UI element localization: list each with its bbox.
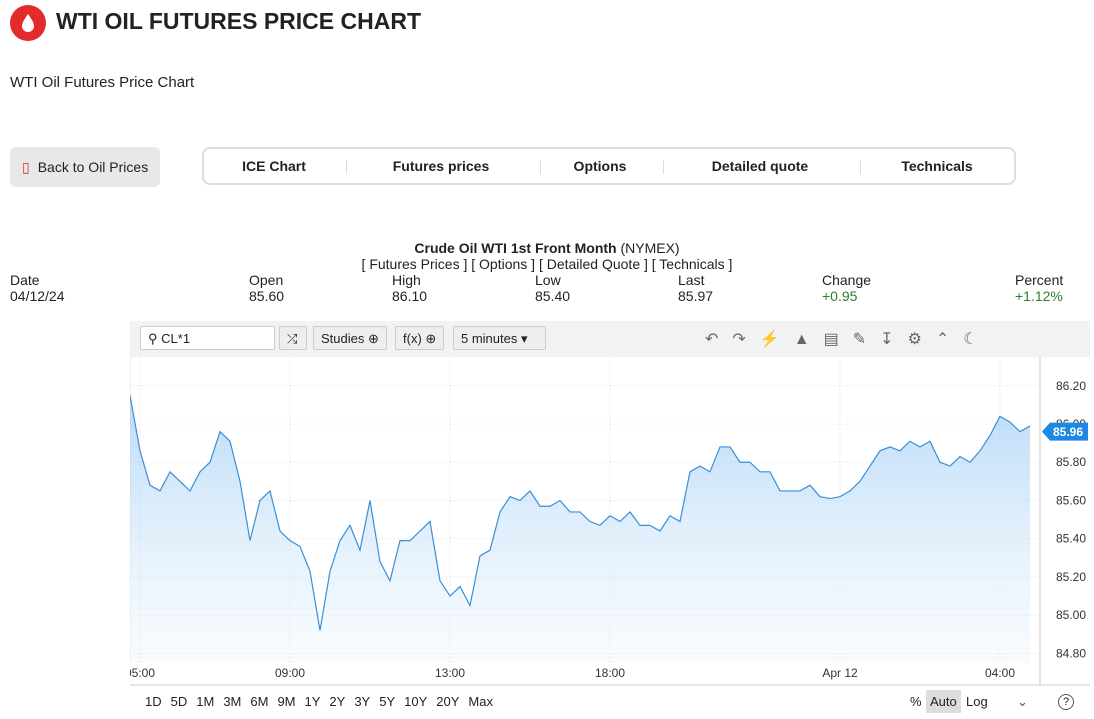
- last-price-label: 85.96: [1053, 425, 1083, 439]
- range-option[interactable]: 5D: [170, 694, 188, 709]
- y-tick-label: 84.80: [1056, 646, 1086, 660]
- range-option[interactable]: 2Y: [329, 694, 346, 709]
- stat-value: +0.95: [822, 288, 858, 304]
- range-option[interactable]: Max: [468, 694, 493, 709]
- stat-value: 85.40: [535, 288, 571, 304]
- tab[interactable]: Options: [573, 158, 627, 174]
- y-tick-label: 86.20: [1056, 379, 1086, 393]
- stat-label: Percent: [1015, 272, 1064, 288]
- stat-label: Change: [822, 272, 872, 288]
- studies-button[interactable]: Studies ⊕: [313, 326, 387, 350]
- x-tick-label: 18:00: [595, 666, 625, 680]
- page-title: WTI OIL FUTURES PRICE CHART: [56, 8, 422, 34]
- range-option[interactable]: 5Y: [379, 694, 396, 709]
- interval: 5 minutes: [461, 331, 518, 346]
- range-option[interactable]: 20Y: [436, 694, 460, 709]
- quote-title: Crude Oil WTI 1st Front Month (NYMEX): [0, 240, 1094, 256]
- last-price-tag: [1042, 422, 1088, 441]
- tab[interactable]: Detailed quote: [711, 158, 809, 174]
- symbol-input[interactable]: ⚲ CL*1: [140, 326, 275, 350]
- range-option[interactable]: 1Y: [304, 694, 321, 709]
- area: [130, 395, 1030, 663]
- x-tick-label: Apr 12: [822, 666, 858, 680]
- scale-option[interactable]: Log: [966, 694, 988, 709]
- help-icon[interactable]: ?: [1058, 694, 1074, 710]
- stat-value: +1.12%: [1015, 288, 1063, 304]
- stat-label: Low: [535, 272, 561, 288]
- chart: 84.8085.0085.2085.4085.6085.8086.0086.20…: [130, 357, 1090, 686]
- range-option[interactable]: 1M: [196, 694, 215, 709]
- range-option[interactable]: 1D: [145, 694, 162, 709]
- stat-value: 86.10: [392, 288, 428, 304]
- studies: Studies: [321, 331, 365, 346]
- symbol: CL*1: [161, 331, 191, 346]
- interval-button[interactable]: 5 minutes ▾: [453, 326, 546, 350]
- fx: f(x): [403, 331, 422, 346]
- x-tick-label: 05:00: [130, 666, 155, 680]
- stat-label: Last: [678, 272, 705, 288]
- y-tick-label: 85.60: [1056, 493, 1086, 507]
- stat-value: 04/12/24: [10, 288, 65, 304]
- x-tick-label: 09:00: [275, 666, 305, 680]
- y-tick-label: 85.80: [1056, 455, 1086, 469]
- x-tick-label: 13:00: [435, 666, 465, 680]
- quote-links[interactable]: [ Futures Prices ] [ Options ] [ Detaile…: [361, 256, 733, 272]
- quote-exchange: (NYMEX): [620, 240, 680, 256]
- price-line: [130, 395, 1031, 631]
- tab[interactable]: ICE Chart: [242, 158, 306, 174]
- back-button[interactable]: ▯ Back to Oil Prices: [10, 147, 160, 187]
- collapse-icon[interactable]: ⌄: [1017, 694, 1028, 709]
- x-tick-label: 04:00: [985, 666, 1015, 680]
- y-tick-label: 85.00: [1056, 608, 1086, 622]
- compare-button[interactable]: ⤮: [279, 326, 307, 350]
- range-option[interactable]: 10Y: [404, 694, 428, 709]
- fx-button[interactable]: f(x) ⊕: [395, 326, 445, 350]
- stat-value: 85.60: [249, 288, 285, 304]
- stat-label: High: [392, 272, 421, 288]
- range-option[interactable]: 3Y: [354, 694, 371, 709]
- stat-value: 85.97: [678, 288, 714, 304]
- back-label: Back to Oil Prices: [37, 159, 149, 175]
- subtitle: WTI Oil Futures Price Chart: [10, 74, 195, 91]
- quote-name: Crude Oil WTI 1st Front Month: [414, 240, 617, 256]
- scale-option[interactable]: %: [910, 694, 922, 709]
- y-tick-label: 85.20: [1056, 570, 1086, 584]
- stat-label: Date: [10, 272, 40, 288]
- range-option[interactable]: 9M: [277, 694, 296, 709]
- range-option[interactable]: 6M: [250, 694, 269, 709]
- tab[interactable]: Technicals: [901, 158, 973, 174]
- logo: [10, 5, 46, 41]
- tab[interactable]: Futures prices: [392, 158, 490, 174]
- scale-option[interactable]: Auto: [926, 690, 961, 713]
- chart-toolbar: ⚲ CL*1 ⤮ Studies ⊕ f(x) ⊕ 5 minutes ▾ ↶↷…: [130, 321, 1090, 357]
- y-tick-label: 85.40: [1056, 532, 1086, 546]
- toolbar-icons[interactable]: ↶↷⚡▲▤✎↧⚙⌃☾: [705, 331, 992, 348]
- tab-bar: ICE Chart Futures prices Options Detaile…: [202, 147, 1016, 185]
- range-option[interactable]: 3M: [223, 694, 242, 709]
- stat-label: Open: [249, 272, 284, 288]
